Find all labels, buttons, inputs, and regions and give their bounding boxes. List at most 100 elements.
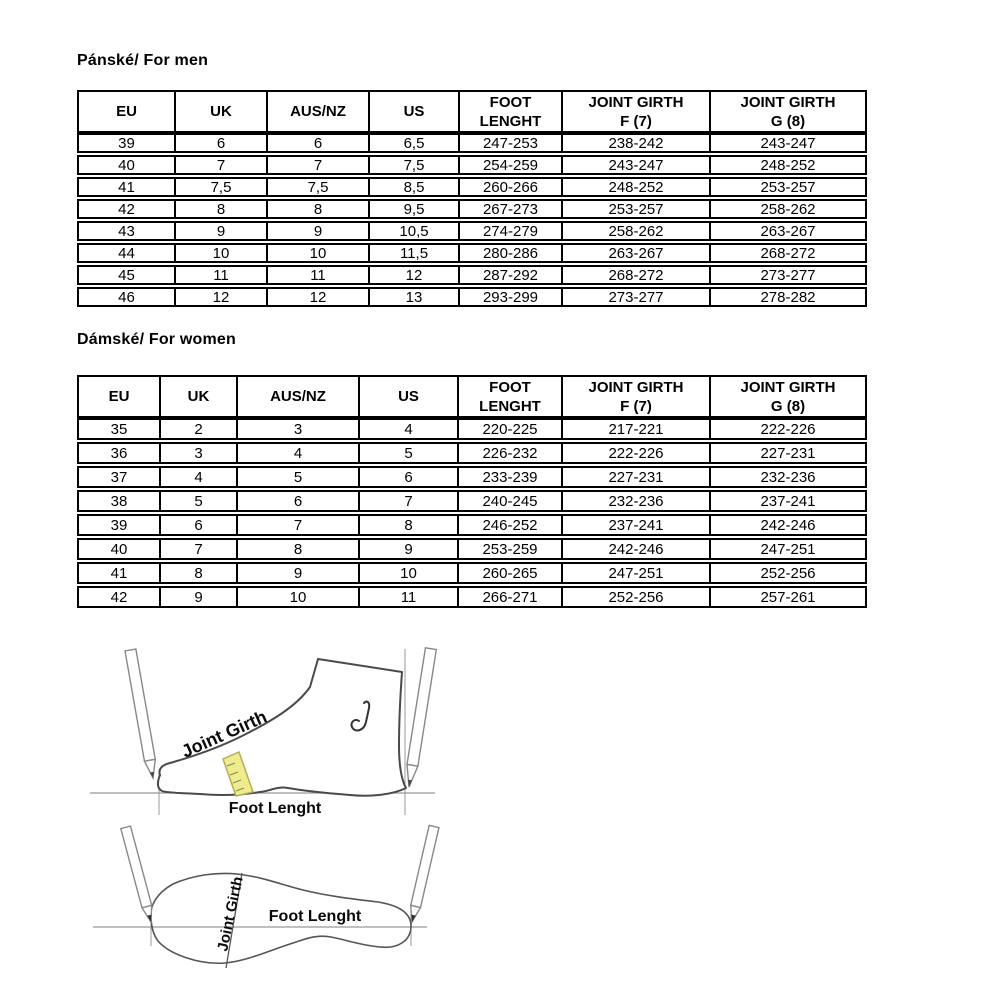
cell: 35 (79, 420, 161, 438)
cell: 280-286 (460, 245, 563, 261)
men-table-body: 39 6 6 6,5 247-253 238-242 243-247 40 7 7 7,5 254-2… (77, 133, 867, 307)
cell: 6,5 (370, 135, 460, 151)
cell: 232-236 (563, 492, 711, 510)
cell: 293-299 (460, 289, 563, 305)
header-line: UK (210, 103, 232, 120)
header-line: EU (116, 103, 137, 120)
cell: 5 (161, 492, 238, 510)
cell: 222-226 (760, 420, 816, 438)
column-header-ausnz: AUS/NZ (268, 92, 370, 131)
cell: 7 (268, 157, 370, 173)
foot-length-label: Foot Lenght (229, 800, 322, 817)
cell: 268-272 (760, 245, 816, 261)
table-row: 45 11 11 12 287-292 268-272 273-277 (77, 265, 867, 285)
cell: 253-257 (760, 179, 816, 195)
cell: 253-259 (459, 540, 563, 558)
cell: 39 (79, 516, 161, 534)
table-row: 44 10 10 11,5 280-286 263-267 268-272 (77, 243, 867, 263)
header-line: US (403, 103, 425, 120)
cell: 252-256 (760, 564, 816, 582)
cell: 10 (360, 564, 459, 582)
table-row: 40 7 7 7,5 254-259 243-247 248-252 (77, 155, 867, 175)
column-header-ausnz: AUS/NZ (238, 377, 360, 416)
column-header-uk: UK (161, 377, 238, 416)
cell: 247-253 (460, 135, 563, 151)
header-line: LENGHT (479, 397, 541, 415)
cell: 254-259 (460, 157, 563, 173)
column-header-joint-girth-g: JOINT GIRTH G (8) (711, 377, 865, 416)
cell: 260-266 (460, 179, 563, 195)
table-row: 38 5 6 7 240-245 232-236 237-241 (77, 490, 867, 512)
header-line: G (8) (770, 112, 806, 130)
cell: 237-241 (563, 516, 711, 534)
cell: 4 (161, 468, 238, 486)
header-line: JOINT GIRTH (740, 93, 836, 111)
cell: 217-221 (563, 420, 711, 438)
cell: 227-231 (760, 444, 816, 462)
cell: 42 (79, 201, 176, 217)
cell: 8 (238, 540, 360, 558)
column-header-eu: EU (79, 377, 161, 416)
cell: 6 (268, 135, 370, 151)
table-row: 39 6 6 6,5 247-253 238-242 243-247 (77, 133, 867, 153)
cell: 7,5 (370, 157, 460, 173)
table-row: 41 7,5 7,5 8,5 260-266 248-252 253-257 (77, 177, 867, 197)
pencil-icon (409, 824, 440, 925)
cell: 268-272 (563, 267, 711, 283)
women-section-title: Dámské/ For women (77, 331, 237, 348)
cell: 10 (268, 245, 370, 261)
cell: 41 (79, 179, 176, 195)
header-line: JOINT GIRTH (740, 378, 836, 396)
cell: 7 (238, 516, 360, 534)
cell: 253-257 (563, 201, 711, 217)
women-header-row: EU UK AUS/NZ US FOOT LENGHT JOINT GIRTH (77, 375, 867, 418)
table-row: 42 8 8 9,5 267-273 253-257 258-262 (77, 199, 867, 219)
cell: 7,5 (268, 179, 370, 195)
header-line: G (8) (770, 397, 806, 415)
cell: 39 (79, 135, 176, 151)
header-line: FOOT (489, 378, 531, 396)
cell: 13 (370, 289, 460, 305)
cell: 258-262 (563, 223, 711, 239)
table-row: 37 4 5 6 233-239 227-231 232-236 (77, 466, 867, 488)
cell: 38 (79, 492, 161, 510)
cell: 237-241 (760, 492, 816, 510)
column-header-joint-girth-g: JOINT GIRTH G (8) (711, 92, 865, 131)
header-line: LENGHT (479, 112, 542, 130)
cell: 6 (360, 468, 459, 486)
cell: 9 (268, 223, 370, 239)
column-header-joint-girth-f: JOINT GIRTH F (7) (563, 377, 711, 416)
cell: 238-242 (563, 135, 711, 151)
cell: 8 (176, 201, 268, 217)
cell: 8 (161, 564, 238, 582)
header-line: FOOT (489, 93, 532, 111)
cell: 41 (79, 564, 161, 582)
cell: 7 (360, 492, 459, 510)
column-header-us: US (360, 377, 459, 416)
foot-side-view-diagram: Joint Girth Foot Lenght (90, 647, 438, 817)
cell: 266-271 (459, 588, 563, 606)
cell: 12 (370, 267, 460, 283)
men-header-row: EU UK AUS/NZ US FOOT LENGHT JOINT GIRTH (77, 90, 867, 133)
cell: 40 (79, 157, 176, 173)
cell: 11 (176, 267, 268, 283)
cell: 222-226 (563, 444, 711, 462)
table-row: 43 9 9 10,5 274-279 258-262 263-267 (77, 221, 867, 241)
cell: 247-251 (760, 540, 816, 558)
table-row: 36 3 4 5 226-232 222-226 227-231 (77, 442, 867, 464)
cell: 46 (79, 289, 176, 305)
cell: 233-239 (459, 468, 563, 486)
cell: 247-251 (563, 564, 711, 582)
men-size-table: EU UK AUS/NZ US FOOT LENGHT JOINT GIRTH (77, 90, 867, 307)
cell: 10 (238, 588, 360, 606)
cell: 7 (161, 540, 238, 558)
foot-length-label: Foot Lenght (269, 908, 362, 925)
cell: 36 (79, 444, 161, 462)
cell: 9 (360, 540, 459, 558)
cell: 6 (238, 492, 360, 510)
pencil-icon (119, 825, 153, 925)
cell: 263-267 (563, 245, 711, 261)
header-line: AUS/NZ (270, 388, 326, 405)
header-line: F (7) (620, 112, 652, 130)
